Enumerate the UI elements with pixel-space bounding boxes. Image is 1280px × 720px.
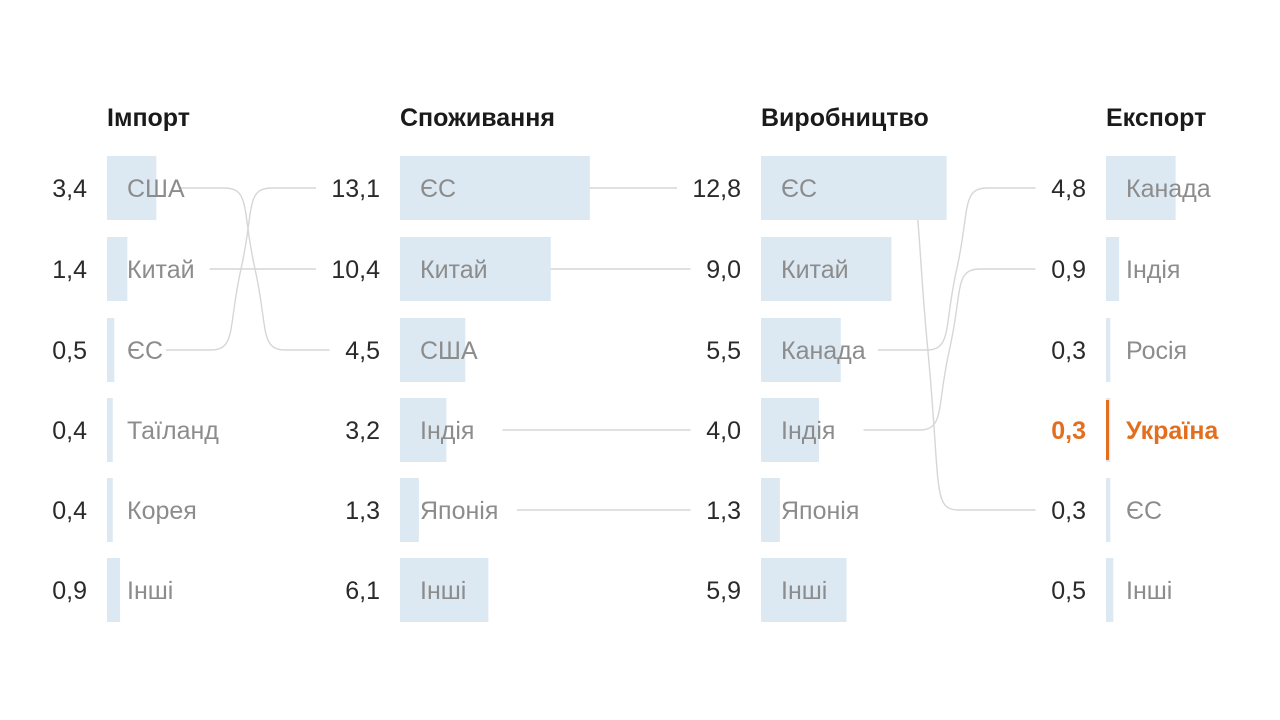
connector-layer (166, 187, 1036, 511)
category-label: Китай (127, 256, 195, 284)
bar (107, 398, 113, 462)
value-label: 0,5 (52, 337, 87, 365)
bar (761, 398, 819, 462)
bar (1106, 237, 1120, 301)
bar (400, 156, 590, 220)
category-label: Інші (127, 577, 173, 605)
value-label: 10,4 (331, 256, 380, 284)
value-label: 4,5 (345, 337, 380, 365)
category-label: Інші (1126, 577, 1172, 605)
value-label: 12,8 (692, 175, 741, 203)
value-label: 5,9 (706, 577, 741, 605)
bar (107, 558, 121, 622)
value-label: 4,8 (1051, 175, 1086, 203)
category-label: Індія (420, 417, 474, 445)
value-label: 1,3 (706, 497, 741, 525)
category-label: ЄС (127, 337, 163, 365)
connector-line (166, 187, 316, 351)
bar (761, 558, 847, 622)
category-label: Японія (420, 497, 498, 525)
connector-line (878, 187, 1036, 351)
bar (761, 318, 841, 382)
value-label: 0,9 (52, 577, 87, 605)
category-label: Україна (1126, 417, 1219, 445)
bar-layer (107, 156, 1176, 622)
category-label: Китай (420, 256, 488, 284)
value-label: 4,0 (706, 417, 741, 445)
value-label: 13,1 (331, 175, 380, 203)
bar (1106, 318, 1111, 382)
bar (761, 156, 947, 220)
category-label: США (420, 337, 478, 365)
value-label: 0,3 (1051, 337, 1086, 365)
category-label: Таїланд (127, 417, 219, 445)
bar (1106, 156, 1176, 220)
bar (107, 318, 115, 382)
bar (400, 237, 551, 301)
column-title-4: Експорт (1106, 104, 1206, 132)
column-title-2: Споживання (400, 104, 555, 132)
category-label: Інші (420, 577, 466, 605)
category-label: ЄС (420, 175, 456, 203)
bar (107, 478, 113, 542)
value-label: 5,5 (706, 337, 741, 365)
category-label: Індія (781, 417, 835, 445)
bar (400, 318, 466, 382)
category-label: ЄС (1126, 497, 1162, 525)
category-label: Інші (781, 577, 827, 605)
value-label: 0,4 (52, 497, 87, 525)
category-label: Росія (1126, 337, 1187, 365)
bar (1106, 558, 1114, 622)
bar (400, 558, 489, 622)
category-label: Корея (127, 497, 197, 525)
category-label: США (127, 175, 185, 203)
value-label: 0,3 (1051, 497, 1086, 525)
bar (761, 478, 780, 542)
value-label: 3,2 (345, 417, 380, 445)
column-title-1: Імпорт (107, 104, 190, 132)
category-label: Канада (781, 337, 866, 365)
text-layer: Імпорт 3,4 США 1,4 Китай 0,5 ЄС 0,4 Таїланд 0,4 Ко… (52, 104, 1219, 605)
value-label: 6,1 (345, 577, 380, 605)
category-label: Японія (781, 497, 859, 525)
category-label: Індія (1126, 256, 1180, 284)
value-label: 9,0 (706, 256, 741, 284)
value-label: 0,3 (1051, 417, 1086, 445)
category-label: Канада (1126, 175, 1211, 203)
connector-line (863, 268, 1036, 431)
highlight-marker (1106, 400, 1109, 460)
bar (761, 237, 892, 301)
value-label: 0,4 (52, 417, 87, 445)
value-label: 1,3 (345, 497, 380, 525)
bar (107, 156, 157, 220)
value-label: 1,4 (52, 256, 87, 284)
value-label: 0,5 (1051, 577, 1086, 605)
value-label: 0,9 (1051, 256, 1086, 284)
bar (400, 398, 447, 462)
bar (400, 478, 419, 542)
column-title-3: Виробництво (761, 104, 929, 132)
bar (1106, 478, 1111, 542)
category-label: ЄС (781, 175, 817, 203)
category-label: Китай (781, 256, 849, 284)
bar (107, 237, 128, 301)
value-label: 3,4 (52, 175, 87, 203)
